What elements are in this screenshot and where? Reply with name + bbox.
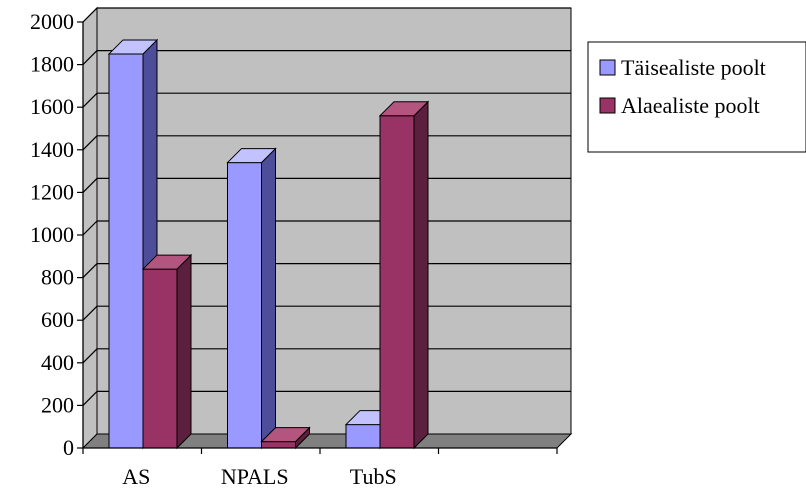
bar-AS-0 (107, 38, 159, 450)
bar-NPALS-0 (226, 147, 277, 450)
gridline-diag (82, 50, 98, 66)
gridline-diag (82, 305, 98, 321)
y-tick-label: 400 (41, 350, 74, 375)
y-tick-labels: 0 200 400 600 800 1000 1200 1400 1600 1800 2000 (30, 9, 74, 460)
gridline-diag (82, 135, 98, 151)
gridline-diag (82, 220, 98, 236)
gridline-diag (82, 348, 98, 364)
y-tick-label: 2000 (30, 9, 74, 34)
bar-AS-1 (141, 253, 193, 450)
bar-side (261, 147, 276, 450)
legend-swatch (599, 97, 616, 114)
bar-TubS-1 (378, 100, 430, 450)
y-tick-label: 1000 (30, 222, 74, 247)
gridline-diag (82, 7, 98, 23)
x-tick-labels: AS NPALS TubS (122, 464, 397, 489)
bar-front (142, 268, 178, 449)
bars (107, 38, 430, 450)
legend-box (587, 41, 806, 153)
gridline-diag (82, 92, 98, 108)
axes (77, 21, 558, 454)
bar-top (260, 427, 311, 443)
y-tick-label: 0 (63, 435, 74, 460)
y-tick-label: 1400 (30, 137, 74, 162)
x-tick-label: NPALS (221, 464, 289, 489)
legend-swatch (599, 59, 616, 76)
bar-top (107, 39, 159, 55)
bar-front (261, 441, 296, 449)
gridline-diag (82, 390, 98, 406)
bar-top (141, 254, 193, 270)
y-tick-label: 1600 (30, 94, 74, 119)
bar-front (227, 162, 262, 449)
x-tick-label: TubS (350, 464, 397, 489)
y-tick-label: 800 (41, 265, 74, 290)
bar-side (176, 253, 192, 450)
legend-label: Alaealiste poolt (621, 93, 760, 118)
bar-top (226, 148, 277, 164)
legend-label: Täisealiste poolt (621, 55, 766, 80)
gridline-diag (82, 263, 98, 279)
y-tick-label: 200 (41, 392, 74, 417)
y-tick-label: 1200 (30, 179, 74, 204)
y-tick-label: 600 (41, 307, 74, 332)
bar-side (413, 100, 429, 450)
x-tick-label: AS (122, 464, 150, 489)
gridline-diag (82, 177, 98, 193)
y-tick-label: 1800 (30, 52, 74, 77)
legend: Täisealiste poolt Alaealiste poolt (587, 41, 806, 153)
bar-front (108, 53, 144, 449)
bar-front (379, 115, 415, 449)
bar-front (345, 424, 381, 449)
bar-top (378, 101, 430, 117)
